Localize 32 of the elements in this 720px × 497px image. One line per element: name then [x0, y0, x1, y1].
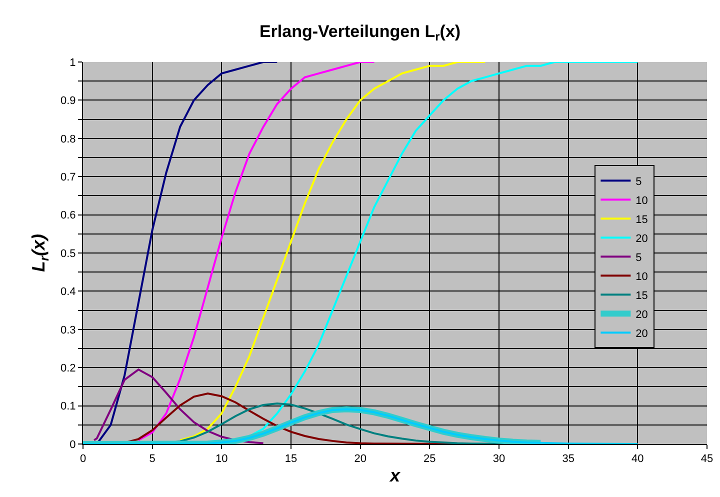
legend-label: 5	[636, 252, 642, 264]
x-tick-label: 45	[700, 453, 714, 466]
x-tick-label: 35	[562, 453, 574, 466]
y-tick-label: 0.4	[60, 286, 76, 298]
y-tick-label: 0.5	[60, 248, 76, 260]
x-tick-label: 40	[632, 453, 644, 466]
y-tick-label: 0.3	[60, 324, 76, 336]
y-tick-label: 0.7	[60, 171, 76, 184]
x-tick-label: 5	[149, 453, 156, 466]
legend-label: 20	[636, 328, 648, 340]
y-tick-label: 0.9	[60, 95, 76, 108]
y-tick-label: 0.8	[60, 133, 76, 146]
legend-label: 15	[636, 290, 648, 302]
legend-label: 15	[636, 214, 648, 226]
x-tick-label: 0	[80, 453, 86, 466]
y-tick-label: 0.2	[60, 362, 76, 374]
legend-label: 5	[636, 176, 642, 188]
y-tick-label: 1	[70, 56, 76, 69]
legend-label: 20	[636, 232, 648, 245]
y-tick-label: 0.1	[60, 400, 76, 413]
legend-label: 10	[636, 270, 648, 283]
legend-label: 10	[636, 194, 648, 207]
x-axis-title: x	[388, 465, 401, 486]
chart-title: Erlang-Verteilungen L$_{r}$(x)	[259, 22, 461, 44]
x-tick-label: 20	[354, 453, 366, 466]
x-tick-label: 10	[216, 453, 228, 466]
x-tick-label: 15	[284, 453, 298, 466]
y-tick-label: 0	[70, 438, 76, 451]
x-tick-label: 30	[492, 453, 506, 466]
x-tick-label: 25	[424, 453, 436, 466]
legend-label: 20	[636, 308, 648, 321]
y-tick-label: 0.6	[60, 210, 76, 222]
